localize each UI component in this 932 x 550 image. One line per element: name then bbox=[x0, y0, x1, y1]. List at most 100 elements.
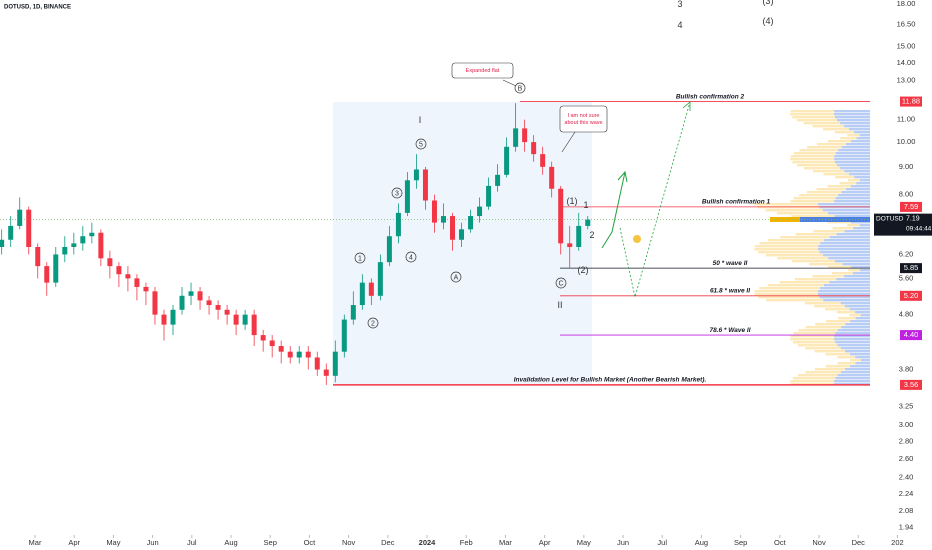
profile-bar bbox=[813, 230, 870, 233]
profile-bar bbox=[834, 113, 870, 116]
profile-bar bbox=[807, 146, 870, 149]
candle-body bbox=[495, 174, 501, 186]
x-tick-label: Oct bbox=[774, 538, 787, 547]
candle-body bbox=[323, 369, 329, 376]
candle-body bbox=[26, 209, 32, 247]
profile-bar bbox=[790, 200, 870, 203]
candle-body bbox=[251, 314, 257, 336]
candle-body bbox=[143, 286, 149, 292]
profile-bar bbox=[819, 251, 870, 254]
x-tick-label: Sep bbox=[264, 538, 277, 547]
profile-bar bbox=[841, 146, 870, 149]
x-tick-label: Dec bbox=[852, 538, 866, 547]
wave-label: 1 bbox=[583, 200, 588, 210]
y-tick-label: 11.00 bbox=[897, 115, 915, 124]
profile-bar bbox=[849, 359, 870, 362]
profile-bar bbox=[758, 296, 870, 299]
profile-bar bbox=[860, 179, 870, 182]
profile-bar bbox=[827, 185, 870, 188]
profile-bar bbox=[792, 341, 870, 344]
profile-bar bbox=[837, 329, 870, 332]
profile-bar bbox=[850, 185, 870, 188]
profile-bar bbox=[790, 113, 870, 116]
labels: 18.0016.5015.0014.0013.0011.0010.009.008… bbox=[29, 0, 932, 547]
x-tick-label: Nov bbox=[812, 538, 826, 547]
profile-bar bbox=[850, 221, 870, 224]
profile-bar bbox=[792, 161, 870, 164]
profile-bar bbox=[835, 377, 870, 380]
thinking-emoji bbox=[633, 235, 641, 243]
price-tag bbox=[900, 201, 922, 212]
profile-bar bbox=[812, 275, 870, 278]
profile-bar bbox=[855, 362, 870, 365]
candle-body bbox=[215, 305, 221, 310]
candle-body bbox=[522, 128, 528, 143]
profile-bar bbox=[844, 170, 870, 173]
profile-bar bbox=[837, 164, 870, 167]
y-tick-label: 13.00 bbox=[897, 75, 916, 84]
profile-bar bbox=[838, 317, 870, 320]
profile-bar bbox=[860, 314, 870, 317]
price-tag-label: 5.85 bbox=[904, 263, 919, 272]
profile-bar bbox=[809, 263, 870, 266]
profile-bar bbox=[796, 119, 870, 122]
countdown: 09:44:44 bbox=[906, 225, 932, 232]
candle-body bbox=[368, 282, 374, 296]
profile-bar bbox=[824, 239, 870, 242]
candle-body bbox=[395, 212, 401, 237]
candle-body bbox=[585, 219, 591, 226]
profile-bar bbox=[823, 299, 870, 302]
candle-body bbox=[53, 254, 59, 283]
profile-bar bbox=[814, 368, 870, 371]
profile-bar bbox=[837, 374, 870, 377]
profile-bar bbox=[849, 314, 870, 317]
candle-body bbox=[71, 243, 77, 247]
profile-bar bbox=[805, 347, 870, 350]
profile-bar bbox=[828, 266, 870, 269]
profile-bar bbox=[860, 269, 870, 272]
profile-bar bbox=[829, 236, 870, 239]
level-text: 61.8 * wave II bbox=[710, 288, 750, 295]
wave-label: II bbox=[557, 300, 562, 310]
y-tick-label: 10.00 bbox=[897, 137, 916, 146]
profile-bar bbox=[806, 191, 870, 194]
candle-body bbox=[359, 282, 365, 306]
profile-bar bbox=[817, 293, 870, 296]
profile-bar bbox=[817, 203, 870, 206]
profile-bar bbox=[798, 329, 870, 332]
candle-body bbox=[188, 291, 194, 296]
profile-bar bbox=[829, 281, 870, 284]
profile-bar bbox=[844, 230, 870, 233]
callout-text: Expanded flat bbox=[466, 68, 500, 74]
y-tick-label: 2.24 bbox=[899, 489, 914, 498]
callout-box bbox=[559, 105, 608, 133]
profile-bar bbox=[766, 299, 870, 302]
candle-body bbox=[350, 305, 356, 320]
candle-body bbox=[440, 216, 446, 223]
level-text: Invalidation Level for Bullish Market (A… bbox=[514, 377, 707, 384]
candle-body bbox=[269, 340, 275, 347]
profile-bar bbox=[840, 137, 870, 140]
profile-bar bbox=[834, 215, 870, 218]
candle-body bbox=[89, 232, 95, 237]
projection-dotted bbox=[619, 101, 691, 298]
profile-bar bbox=[856, 137, 870, 140]
price-tag bbox=[900, 96, 922, 107]
x-tick-label: Mar bbox=[499, 538, 512, 547]
profile-bar bbox=[837, 356, 870, 359]
callout-pointer bbox=[561, 131, 576, 153]
y-tick-label: 4.80 bbox=[899, 310, 914, 319]
y-tick-label: 5.60 bbox=[899, 273, 914, 282]
x-tick-label: Oct bbox=[304, 538, 317, 547]
x-tick-label: Apr bbox=[68, 538, 80, 547]
profile-bar bbox=[847, 179, 870, 182]
profile-bar bbox=[853, 227, 870, 230]
callout-box bbox=[451, 62, 514, 79]
profile-bar bbox=[792, 116, 870, 119]
candle-body bbox=[35, 246, 41, 267]
profile-bar bbox=[793, 332, 870, 335]
candle-body bbox=[459, 229, 465, 240]
profile-bar bbox=[840, 371, 870, 374]
candle-body bbox=[206, 300, 212, 306]
